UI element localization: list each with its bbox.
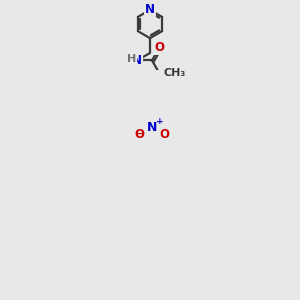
Text: CH₃: CH₃: [163, 68, 185, 78]
Text: H: H: [127, 54, 136, 64]
Text: N: N: [132, 54, 142, 67]
Text: N: N: [147, 121, 157, 134]
Text: N: N: [145, 3, 155, 16]
Text: −: −: [136, 129, 144, 139]
Text: +: +: [155, 117, 163, 126]
Text: O: O: [154, 41, 164, 54]
Text: O: O: [134, 128, 144, 141]
Text: O: O: [160, 128, 170, 141]
